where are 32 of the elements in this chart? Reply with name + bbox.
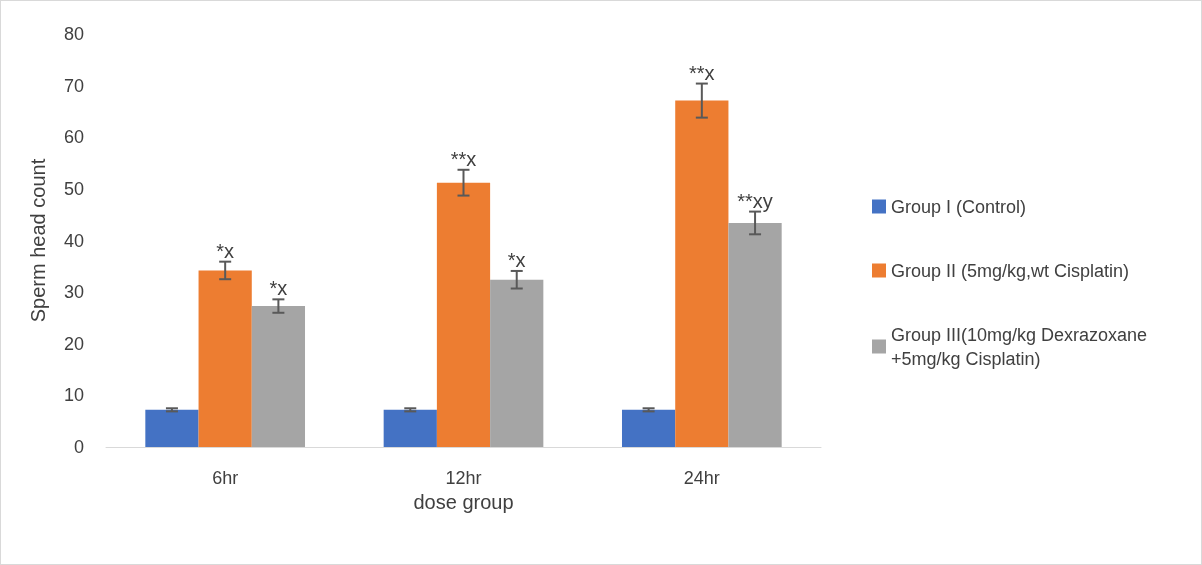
x-tick-label: 24hr (683, 468, 720, 488)
legend-label: Group II (5mg/kg,wt Cisplatin) (891, 260, 1130, 281)
y-tick-label: 70 (63, 75, 84, 96)
y-tick-label: 40 (63, 230, 84, 251)
bar (728, 222, 782, 447)
x-tick-label: 6hr (212, 468, 239, 488)
bar (251, 306, 306, 447)
legend-label: Group I (Control) (891, 196, 1027, 217)
legend-label: Group III(10mg/kg Dexrazoxane +5mg/kg Cisplatin) (891, 324, 1153, 369)
data-label: **x (689, 61, 715, 84)
y-axis-title: Sperm head count (27, 158, 49, 323)
y-tick-label: 20 (63, 333, 84, 354)
bar (621, 409, 676, 447)
bar (675, 100, 729, 447)
y-tick-label: 10 (63, 385, 84, 406)
x-axis-title: dose group (413, 491, 514, 513)
x-tick-label: 12hr (445, 468, 482, 488)
y-tick-label: 60 (63, 127, 84, 148)
y-tick-label: 30 (63, 282, 84, 303)
data-label: *x (216, 239, 235, 262)
y-tick-label: 80 (63, 24, 84, 44)
data-label: **x (450, 147, 477, 170)
bar (145, 409, 199, 447)
y-tick-label: 50 (63, 178, 84, 199)
bar (383, 409, 437, 447)
data-label: *x (269, 277, 288, 300)
data-label: **xy (737, 189, 773, 212)
bar (490, 279, 544, 447)
bar (198, 270, 252, 447)
bar (436, 182, 491, 447)
y-tick-label: 0 (73, 437, 84, 457)
data-label: *x (507, 248, 526, 271)
